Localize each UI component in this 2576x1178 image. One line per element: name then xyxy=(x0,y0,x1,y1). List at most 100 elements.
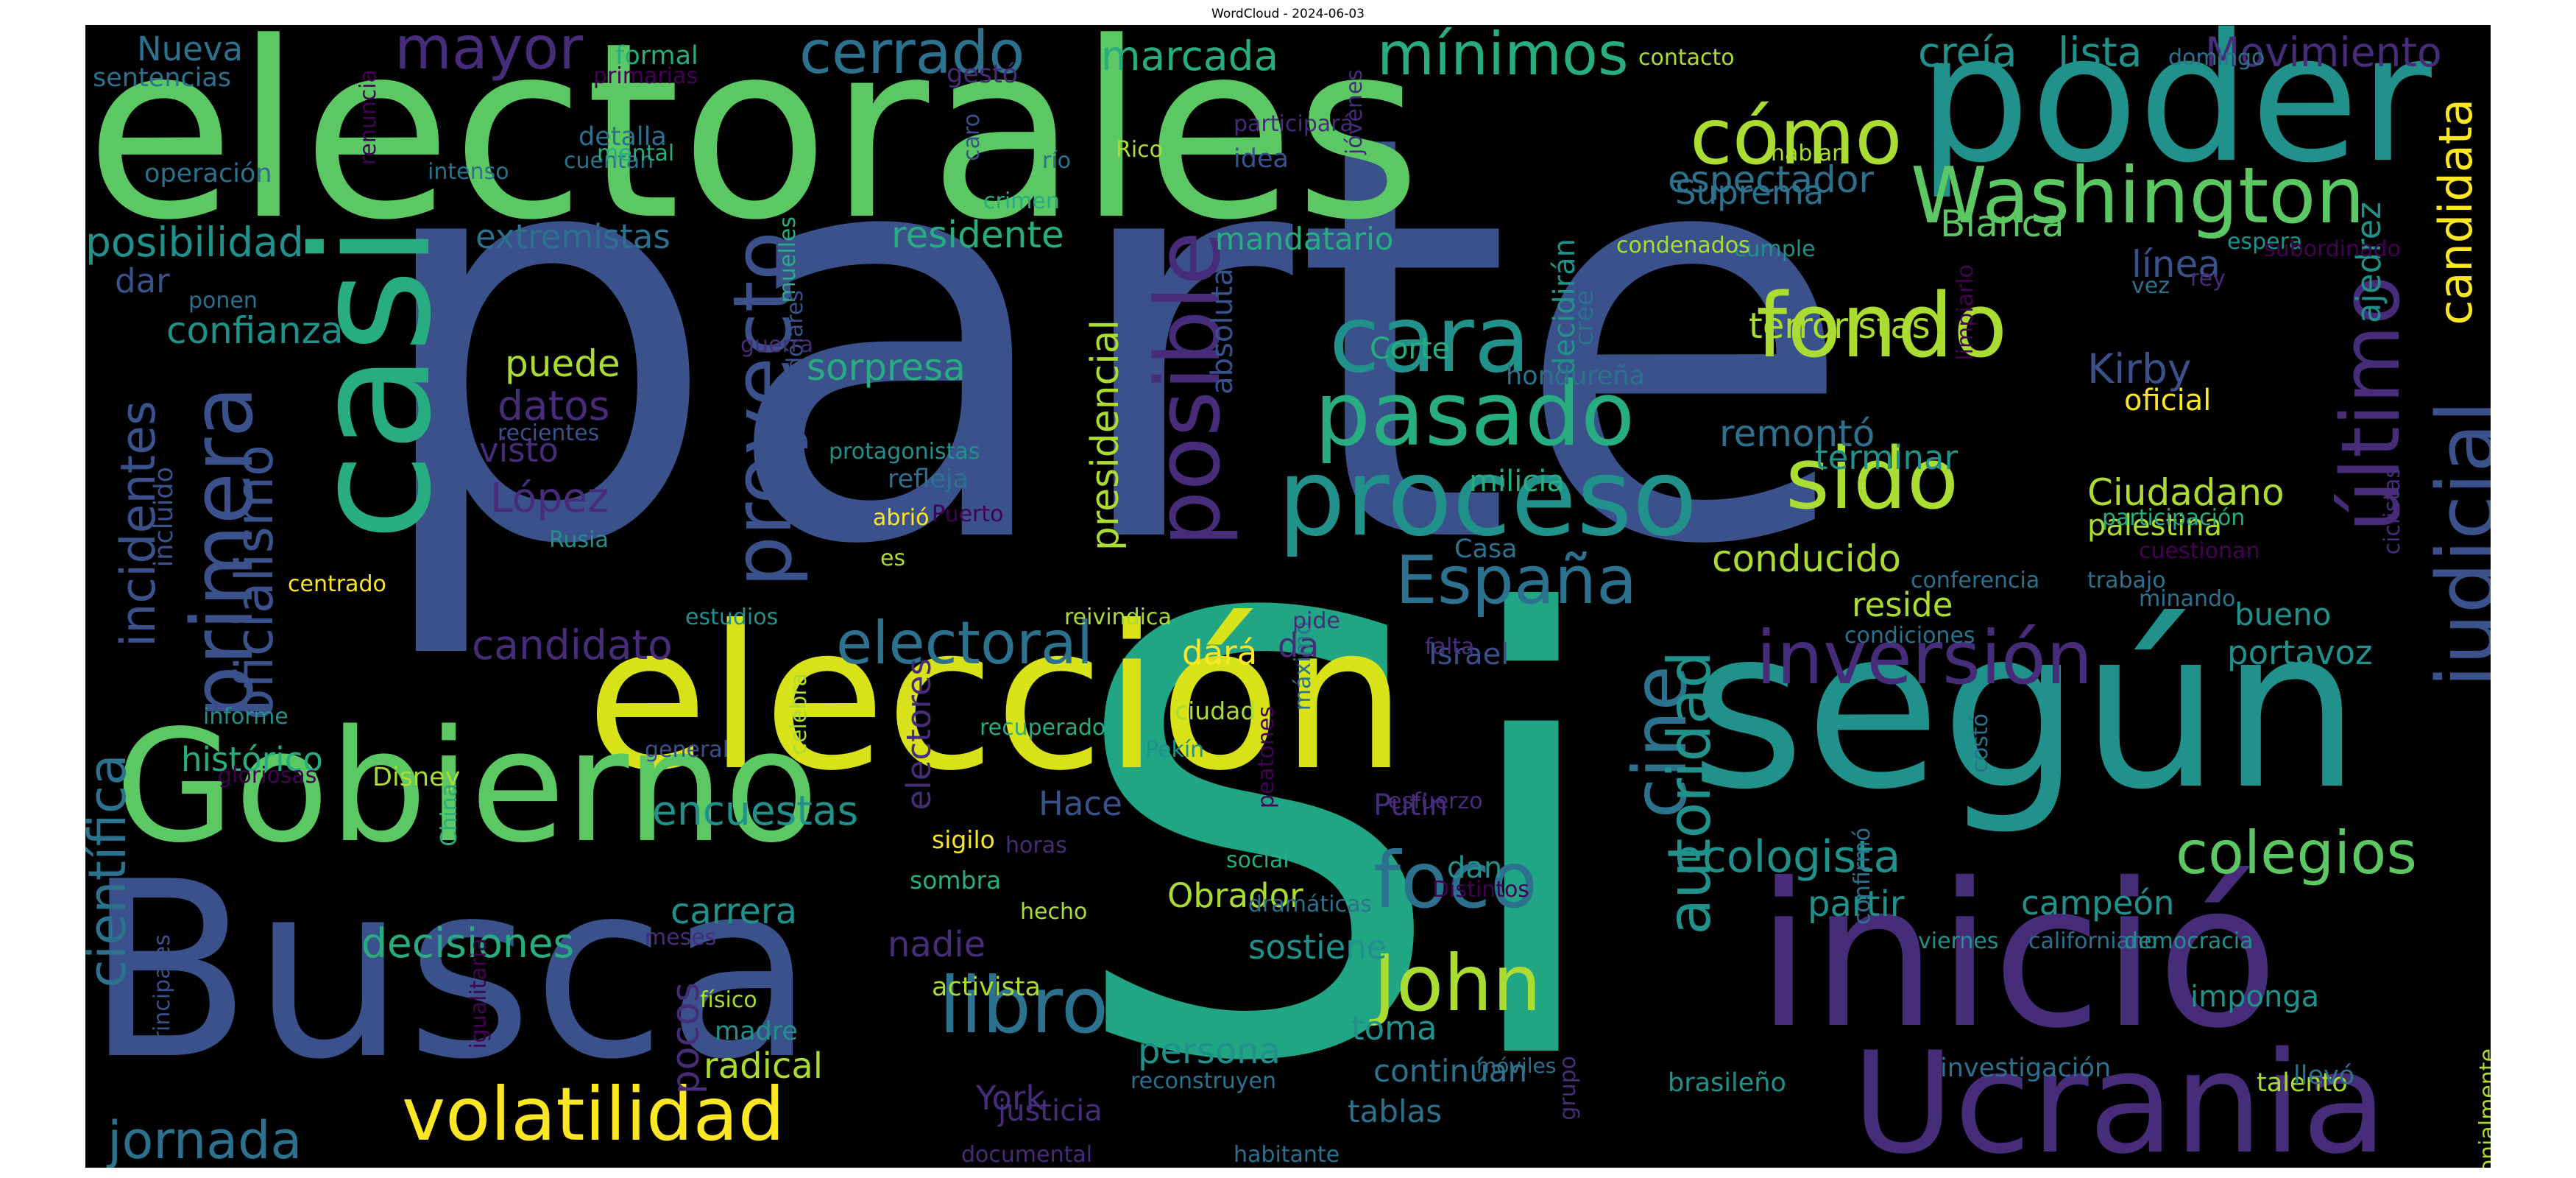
word-160: ciudad xyxy=(1175,696,1256,725)
word-24: John xyxy=(1373,939,1542,1029)
word-40: oficialismo xyxy=(224,445,285,721)
word-189: caro xyxy=(959,113,985,161)
word-35: electoral xyxy=(836,609,1094,677)
word-193: guerra xyxy=(740,332,814,358)
chart-title: WordCloud - 2024-06-03 xyxy=(1211,7,1365,21)
word-196: abrió xyxy=(873,505,930,531)
word-38: científica xyxy=(85,754,138,988)
word-138: meses xyxy=(645,925,717,950)
word-163: reivindica xyxy=(1064,604,1172,630)
word-66: palestina xyxy=(2087,509,2223,543)
word-64: terminar xyxy=(1815,438,1958,477)
word-54: marcada xyxy=(1101,32,1279,80)
word-167: condiciones xyxy=(1844,623,1975,649)
word-195: refleja xyxy=(888,465,969,494)
word-20: sido xyxy=(1786,430,1959,529)
word-116: intenso xyxy=(428,159,509,185)
word-148: reconstruyen xyxy=(1130,1068,1276,1094)
word-152: confirmó xyxy=(1850,828,1875,925)
word-74: mandatario xyxy=(1215,221,1394,257)
word-153: viernes xyxy=(1918,928,1999,954)
word-68: reside xyxy=(1852,585,1953,624)
word-34: autoridad xyxy=(1655,651,1724,935)
word-12: proceso xyxy=(1278,436,1698,560)
word-13: volatilidad xyxy=(402,1071,785,1157)
word-190: crimen xyxy=(983,188,1060,214)
word-170: trabajo xyxy=(2087,568,2166,593)
word-104: brasileño xyxy=(1668,1068,1786,1098)
word-120: ponen xyxy=(188,288,258,314)
word-7: inició xyxy=(1756,840,2279,1072)
word-128: Disney xyxy=(372,763,461,792)
word-60: Blanca xyxy=(1940,202,2064,245)
word-113: detalla xyxy=(578,122,667,152)
word-57: Movimiento xyxy=(2205,29,2442,76)
word-145: esfuerzo xyxy=(1388,789,1483,814)
word-47: candidato xyxy=(472,621,673,669)
word-65: Ciudadano xyxy=(2087,471,2285,514)
word-70: oficial xyxy=(2124,384,2212,417)
word-18: cara xyxy=(1329,286,1531,393)
word-32: colegios xyxy=(2176,819,2418,887)
word-197: Puerto xyxy=(932,501,1004,527)
word-179: cumple xyxy=(1734,236,1816,262)
word-9: casi xyxy=(278,224,467,542)
word-109: sentencias xyxy=(93,63,232,93)
word-187: Rico xyxy=(1116,137,1164,163)
word-31: mayor xyxy=(394,25,584,82)
word-99: partir xyxy=(1808,884,1905,925)
word-52: residente xyxy=(891,214,1064,256)
word-131: igualitaria xyxy=(466,938,492,1049)
word-133: justicia xyxy=(998,1094,1103,1128)
word-157: general xyxy=(645,737,729,763)
word-80: Casa xyxy=(1454,535,1518,564)
word-118: renuncia xyxy=(355,69,381,166)
word-49: López xyxy=(490,474,609,521)
word-94: nadie xyxy=(888,924,986,965)
word-87: Obrador xyxy=(1167,876,1303,915)
word-177: espera xyxy=(2227,229,2303,255)
word-61: línea xyxy=(2131,243,2221,286)
word-83: da xyxy=(1278,626,1320,665)
word-3: según xyxy=(1690,581,2361,838)
word-129: China xyxy=(436,783,462,847)
word-111: primarias xyxy=(593,63,698,89)
word-158: celebra xyxy=(786,673,812,755)
word-198: es xyxy=(880,546,906,571)
word-175: limpiarlo xyxy=(1953,264,1978,361)
word-137: activista xyxy=(932,973,1041,1002)
word-112: gestó xyxy=(946,60,1019,89)
word-126: informe xyxy=(203,704,289,730)
word-174: vez xyxy=(2131,273,2170,299)
word-162: máximo xyxy=(1290,621,1316,711)
word-71: ajedrez xyxy=(2349,202,2388,324)
word-136: físico xyxy=(700,987,757,1013)
word-103: imponga xyxy=(2190,980,2320,1014)
word-48: datos xyxy=(498,382,610,429)
word-169: minando xyxy=(2139,586,2236,612)
word-155: democracia xyxy=(2124,928,2254,954)
word-143: social xyxy=(1226,847,1289,873)
word-29: cerrado xyxy=(799,25,1025,87)
word-124: Rusia xyxy=(549,527,609,553)
word-183: domingo xyxy=(2168,45,2265,71)
word-82: dará xyxy=(1182,633,1258,672)
word-144: dramáticas xyxy=(1248,892,1372,917)
word-164: estudios xyxy=(685,604,779,630)
word-172: cuestionan xyxy=(2139,538,2260,564)
word-17: pasado xyxy=(1314,364,1635,466)
word-77: Corte xyxy=(1370,332,1451,366)
word-123: recientes xyxy=(498,420,600,446)
word-86: dan xyxy=(1447,851,1503,885)
word-97: York xyxy=(976,1079,1045,1118)
word-55: creía xyxy=(1918,29,2017,76)
word-150: peatones xyxy=(1253,706,1279,809)
word-79: milicia xyxy=(1469,465,1565,498)
word-105: investigación xyxy=(1940,1054,2112,1083)
word-102: bueno xyxy=(2234,596,2332,632)
word-173: participación xyxy=(2102,505,2246,531)
word-50: puede xyxy=(505,342,620,385)
word-159: recuperado xyxy=(980,715,1106,741)
word-6: Gobierno xyxy=(115,696,819,877)
word-67: conducido xyxy=(1712,537,1901,580)
